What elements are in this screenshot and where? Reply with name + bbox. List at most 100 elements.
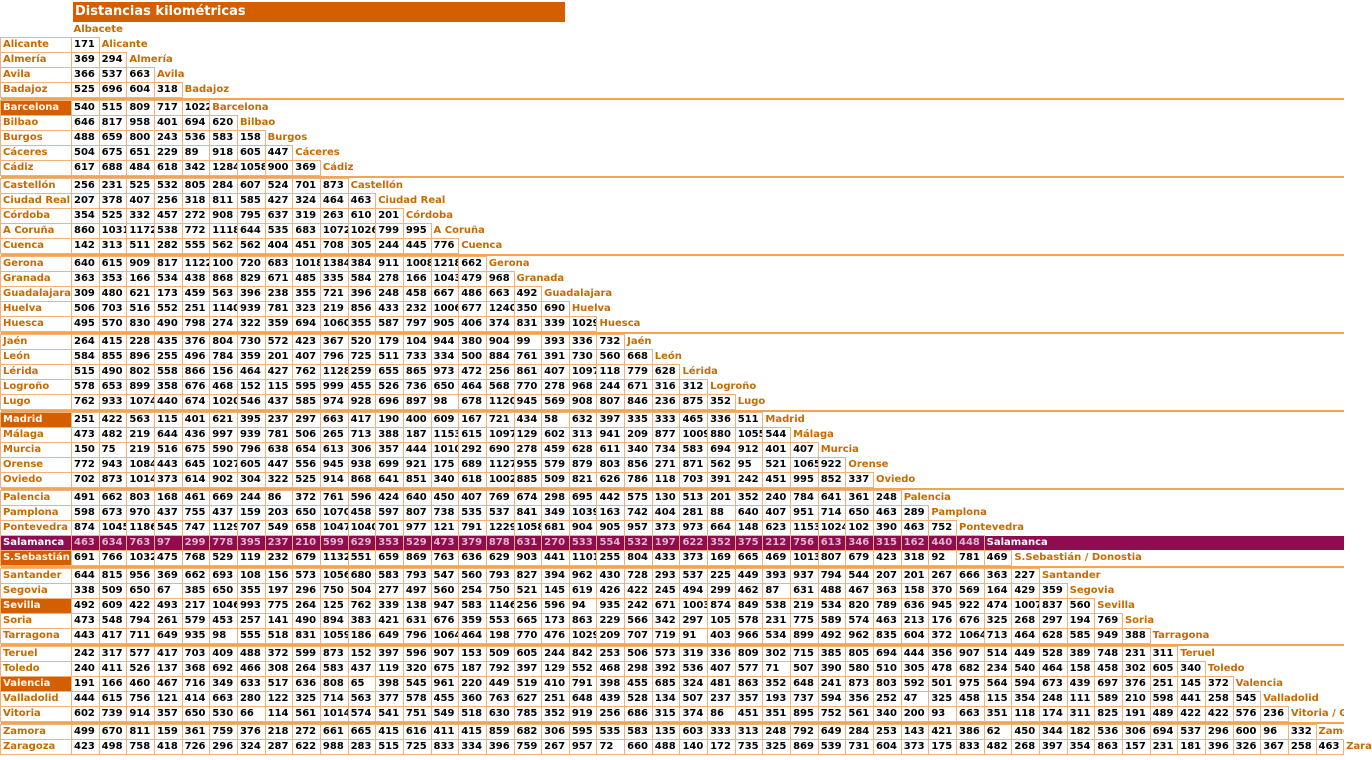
distance-cell: 648 [790,676,819,692]
distance-cell: 504 [71,145,100,161]
distance-cell: 366 [71,67,100,83]
distance-cell: 143 [900,724,930,740]
distance-cell: 928 [347,394,377,410]
distance-cell: 332 [1287,724,1317,740]
distance-cell: 671 [624,379,653,395]
distance-cell: 733 [402,349,432,365]
distance-cell: 695 [568,490,598,506]
distance-cell: 473 [71,613,100,629]
distance-cell: 735 [734,739,764,755]
distance-cell: 673 [98,505,128,521]
distance-cell: 596 [402,646,432,662]
distance-cell: 583 [209,130,238,146]
distance-cell: 671 [651,598,681,614]
distance-cell: 574 [347,706,377,722]
distance-cell: 627 [513,691,543,707]
diagonal-city-label: Soria [1124,614,1155,626]
distance-cell: 875 [679,394,709,410]
distance-cell: 336 [707,412,736,428]
distance-cell: 569 [956,583,985,599]
distance-cell: 465 [679,412,709,428]
diagonal-city-label: Madrid [765,413,805,425]
distance-cell: 1097 [568,364,598,380]
distance-cell: 171 [71,37,100,53]
distance-cell: 479 [458,271,487,287]
distance-cell: 423 [292,334,321,350]
distance-cell: 493 [153,598,183,614]
distance-cell: 584 [71,349,100,365]
distance-cell: 313 [734,724,764,740]
distance-cell: 450 [430,490,460,506]
distance-cell: 701 [292,178,321,194]
distance-cell: 725 [347,349,377,365]
distance-cell: 865 [402,364,432,380]
distance-cell: 947 [430,598,460,614]
table-row: Alicante 171 Alicante [0,37,1372,53]
distance-cell: 873 [98,472,128,488]
distance-cell: 935 [596,598,626,614]
distance-cell: 596 [347,490,377,506]
distance-cell: 544 [762,427,792,443]
diagonal-city-label: Alicante [101,38,148,50]
distance-cell: 253 [596,646,626,662]
distance-cell: 534 [817,598,847,614]
distance-cell: 831 [292,628,321,644]
distance-cell: 537 [98,67,128,83]
distance-cell: 515 [98,100,128,116]
distance-cell: 467 [845,583,875,599]
distance-cell: 804 [209,334,238,350]
distance-cell: 168 [153,490,183,506]
distance-cell: 784 [790,490,819,506]
distance-cell: 1027 [209,457,238,473]
distance-cell: 166 [402,271,432,287]
distance-cell: 935 [181,628,211,644]
distance-cell: 252 [873,691,902,707]
distance-cell: 191 [71,676,100,692]
distance-cell: 153 [458,646,487,662]
row-city-label: Cuenca [0,238,72,254]
distance-cell: 651 [126,145,155,161]
distance-cell: 373 [679,550,709,566]
distance-cell: 443 [153,457,183,473]
distance-cell: 914 [126,706,155,722]
distance-cell: 451 [292,238,321,254]
distance-cell: 914 [319,472,349,488]
distance-cell: 142 [71,238,100,254]
distance-cell: 118 [596,364,626,380]
distance-cell: 563 [126,412,155,428]
distance-cell: 353 [375,535,404,551]
distance-cell: 447 [264,145,294,161]
distance-cell: 649 [375,628,404,644]
distance-cell: 444 [71,691,100,707]
distance-cell: 287 [264,739,294,755]
distance-cell: 374 [679,706,709,722]
distance-cell: 87 [762,583,792,599]
distance-cell: 804 [624,550,653,566]
distance-cell: 973 [430,364,460,380]
distance-cell: 720 [236,256,266,272]
distance-cell: 404 [651,505,681,521]
distance-cell: 138 [402,598,432,614]
distance-cell: 618 [153,160,183,176]
distance-cell: 130 [651,490,681,506]
distance-cell: 515 [71,364,100,380]
distance-cell: 403 [707,628,736,644]
distance-cell: 1240 [485,301,515,317]
distance-cell: 401 [762,442,792,458]
distance-cell: 630 [485,706,515,722]
distance-cell: 244 [596,379,626,395]
distance-cell: 1059 [319,628,349,644]
distance-cell: 756 [790,535,819,551]
diagonal-city-label: Zamora [1318,725,1344,737]
distance-cell: 659 [375,550,404,566]
row-city-label: Salamanca [0,535,72,551]
distance-cell: 628 [1038,628,1068,644]
distance-cell: 256 [153,193,183,209]
distance-cell: 516 [126,301,155,317]
distance-cell: 555 [236,628,266,644]
distance-cell: 762 [71,394,100,410]
distance-cell: 342 [651,613,681,629]
distance-cell: 615 [98,691,128,707]
distance-cell: 349 [541,505,570,521]
table-row: Segovia 338 509 650 67 385 650 355 197 296 750 504 2… [0,583,1372,599]
